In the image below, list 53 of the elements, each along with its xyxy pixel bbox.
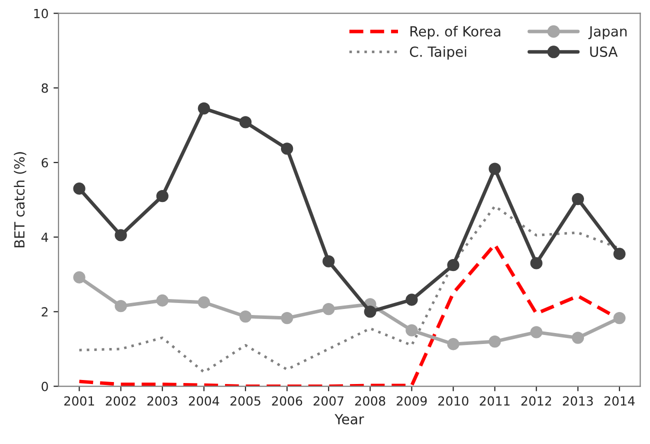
- point: [156, 190, 168, 202]
- legend-label: USA: [590, 46, 618, 57]
- point: [530, 326, 542, 338]
- x-tick-label: 2014: [604, 396, 635, 406]
- point: [613, 312, 626, 324]
- legend-label: C. Taipei: [410, 46, 466, 60]
- point: [114, 229, 127, 242]
- point: [406, 324, 418, 336]
- point: [572, 332, 584, 344]
- x-tick-label: 2004: [188, 396, 220, 406]
- point: [198, 102, 210, 114]
- x-tick-label: 2006: [272, 396, 302, 406]
- x-tick-label: 2002: [106, 396, 136, 406]
- point: [114, 300, 127, 312]
- point: [322, 255, 335, 268]
- legend-label: Rep. of Korea: [410, 26, 500, 40]
- point: [613, 248, 626, 260]
- point: [198, 296, 210, 308]
- point: [447, 338, 460, 350]
- point: [488, 162, 501, 175]
- y-tick-label: 8: [42, 83, 48, 93]
- x-tick-label: 2005: [230, 396, 260, 406]
- point: [280, 312, 294, 324]
- x-tick-label: 2012: [521, 396, 552, 406]
- y-tick-label: 10: [34, 8, 48, 18]
- point: [530, 257, 542, 270]
- legend-label: Japan: [588, 26, 627, 40]
- point: [156, 294, 168, 307]
- y-tick-label: 0: [42, 382, 48, 392]
- x-axis-title: Year: [334, 414, 364, 424]
- x-tick-label: 2010: [438, 396, 468, 406]
- x-tick-label: 2003: [147, 396, 178, 406]
- y-tick-label: 2: [42, 307, 48, 316]
- x-tick-label: 2013: [562, 396, 593, 406]
- x-tick-label: 2011: [480, 396, 510, 406]
- point: [322, 303, 335, 316]
- x-tick-label: 2009: [396, 396, 427, 406]
- point: [447, 258, 460, 272]
- point: [73, 271, 86, 284]
- y-axis-title: BET catch (%): [14, 152, 26, 248]
- point: [239, 310, 252, 323]
- point: [280, 142, 294, 155]
- x-tick-label: 2007: [314, 396, 344, 406]
- y-tick-label: 6: [42, 158, 48, 168]
- point: [364, 306, 376, 318]
- point: [572, 192, 584, 206]
- point: [488, 335, 501, 348]
- x-tick-label: 2008: [355, 396, 386, 406]
- x-tick-label: 2001: [64, 396, 94, 406]
- y-tick-label: 4: [41, 232, 48, 242]
- point: [73, 182, 86, 195]
- point: [239, 116, 252, 128]
- point: [406, 294, 418, 306]
